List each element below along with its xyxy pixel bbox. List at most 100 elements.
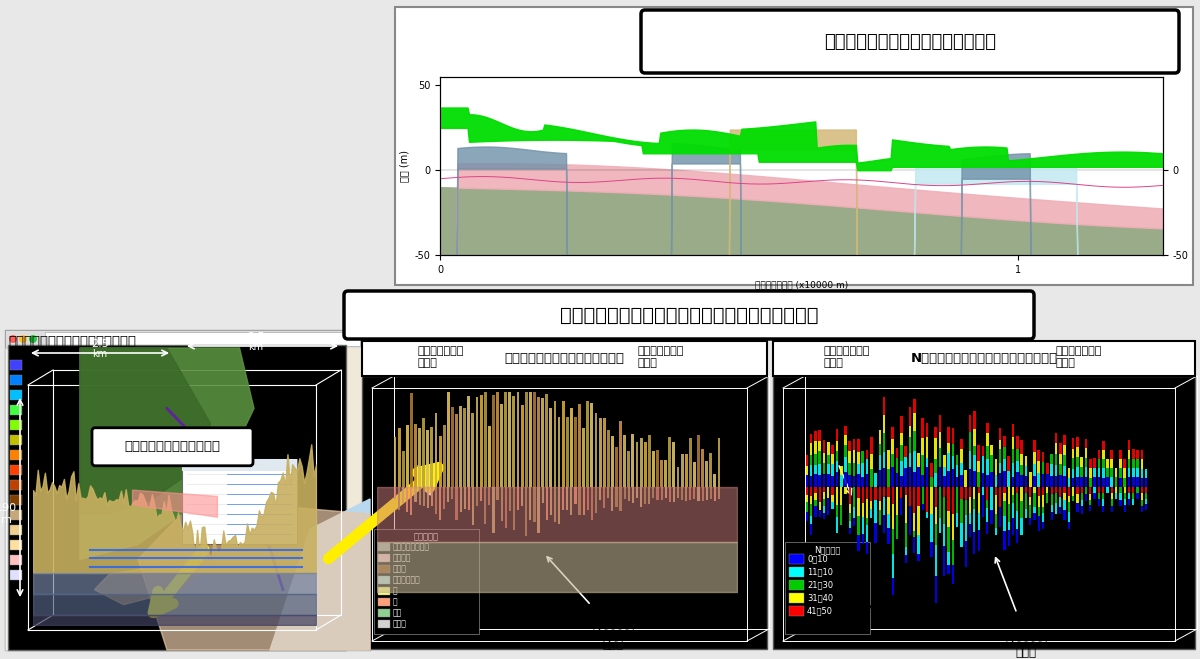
Text: 表土・盛土・埋土: 表土・盛土・埋土 <box>394 542 430 552</box>
Bar <box>10 465 22 475</box>
Bar <box>378 576 390 584</box>
Bar <box>865 459 869 474</box>
Bar <box>378 554 390 562</box>
Bar <box>488 426 491 486</box>
Bar <box>956 513 959 527</box>
Bar <box>1136 486 1139 493</box>
Bar <box>1140 469 1144 478</box>
Bar <box>823 453 826 463</box>
Bar <box>484 381 487 486</box>
Bar <box>1123 493 1126 499</box>
Bar <box>943 467 946 476</box>
Bar <box>463 408 466 486</box>
Bar <box>1085 477 1087 486</box>
Bar <box>857 486 859 498</box>
Bar <box>925 467 929 486</box>
Bar <box>1046 474 1049 486</box>
Bar <box>668 437 671 486</box>
Bar <box>1060 497 1061 507</box>
Bar <box>865 474 869 486</box>
Bar <box>1072 496 1074 501</box>
Bar <box>900 445 902 461</box>
Bar <box>862 451 864 463</box>
Bar <box>701 449 704 486</box>
Text: その他: その他 <box>394 619 407 629</box>
Bar <box>587 401 589 486</box>
Bar <box>1111 506 1112 513</box>
Bar <box>773 341 1195 376</box>
Bar <box>1145 504 1147 510</box>
Bar <box>616 486 618 507</box>
Bar <box>848 463 851 474</box>
Text: 粘土・シルト: 粘土・シルト <box>394 575 421 585</box>
Bar <box>986 446 989 459</box>
Bar <box>394 437 396 486</box>
Bar <box>1060 486 1061 497</box>
Bar <box>805 496 808 501</box>
Text: 軟らかい沖積層
の泥層: 軟らかい沖積層 の泥層 <box>1055 347 1102 368</box>
Bar <box>815 493 816 500</box>
Bar <box>938 415 941 432</box>
Bar <box>973 500 976 509</box>
Bar <box>905 523 907 547</box>
Text: 岩相（砂・泥など）の色分け表示: 岩相（砂・泥など）の色分け表示 <box>504 352 624 365</box>
Bar <box>1008 530 1010 546</box>
Bar <box>815 506 816 517</box>
Bar <box>973 509 976 532</box>
Bar <box>643 442 647 486</box>
Bar <box>986 500 989 507</box>
Text: N値の凡例: N値の凡例 <box>815 546 841 554</box>
Bar <box>611 436 614 486</box>
Text: m: m <box>0 515 12 525</box>
Bar <box>930 477 932 486</box>
Bar <box>709 486 712 499</box>
Bar <box>853 439 856 450</box>
Bar <box>917 453 920 467</box>
Bar <box>1003 492 1006 501</box>
Bar <box>512 396 515 486</box>
Bar <box>905 556 907 563</box>
Bar <box>10 360 22 370</box>
Bar <box>418 428 421 486</box>
Bar <box>668 486 671 502</box>
Bar <box>818 474 821 486</box>
Bar <box>925 437 929 457</box>
Bar <box>1123 499 1126 505</box>
Bar <box>1076 447 1079 457</box>
Bar <box>848 451 851 463</box>
Bar <box>982 486 984 496</box>
Bar <box>1098 486 1100 493</box>
Bar <box>862 486 864 503</box>
Bar <box>952 540 954 565</box>
Bar <box>922 438 924 455</box>
Text: 31〜40: 31〜40 <box>808 594 833 602</box>
Bar <box>960 449 962 463</box>
Bar <box>538 397 540 486</box>
Bar <box>952 444 954 456</box>
Bar <box>922 455 924 475</box>
Bar <box>10 420 22 430</box>
Bar <box>818 486 821 501</box>
Bar <box>1055 476 1057 486</box>
Bar <box>790 554 804 564</box>
Bar <box>895 474 899 486</box>
Bar <box>922 418 924 438</box>
Bar <box>925 457 929 467</box>
Bar <box>995 486 997 495</box>
Bar <box>870 469 872 486</box>
Bar <box>1042 507 1044 513</box>
Bar <box>870 501 872 509</box>
Bar <box>823 486 826 492</box>
Bar <box>1033 507 1036 513</box>
Bar <box>866 500 868 519</box>
Bar <box>1085 494 1087 501</box>
Bar <box>785 542 870 634</box>
Bar <box>1060 507 1061 514</box>
Bar <box>1020 501 1022 519</box>
Bar <box>982 496 984 517</box>
Bar <box>870 509 872 519</box>
Bar <box>1012 449 1014 463</box>
Bar <box>943 524 946 546</box>
Bar <box>398 486 400 509</box>
Bar <box>978 486 979 493</box>
